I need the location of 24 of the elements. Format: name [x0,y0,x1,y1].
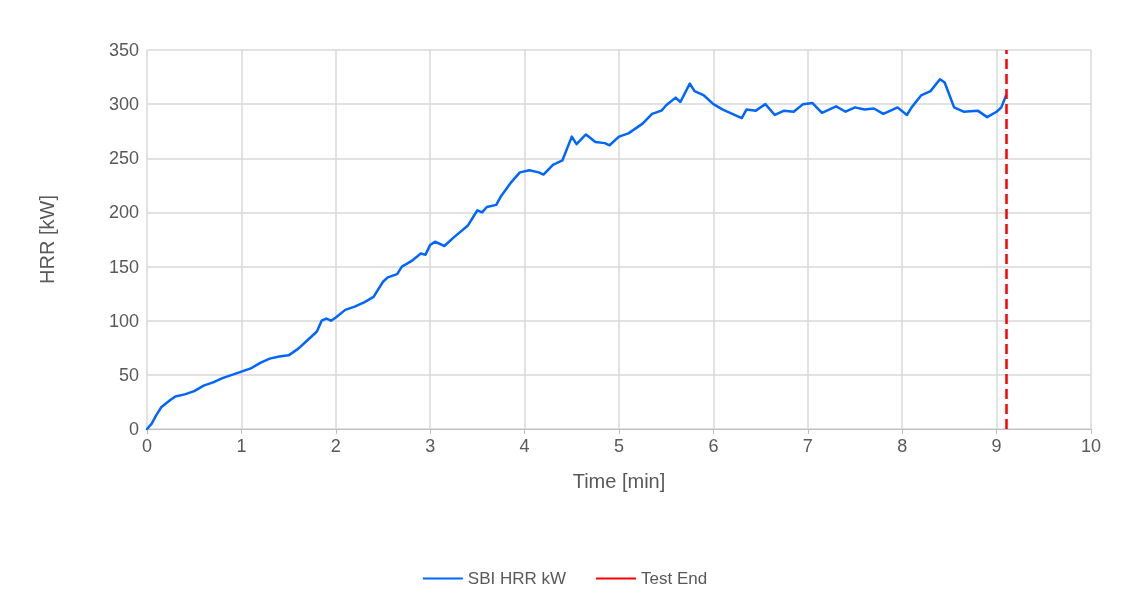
x-tick-label: 10 [1080,436,1102,456]
x-tick-label: 7 [802,436,813,456]
y-tick-label: 350 [108,40,139,60]
legend-label: Test End [641,569,708,588]
x-tick-label: 5 [613,436,625,456]
line-series [145,77,1008,431]
y-axis-title: HRR [kW] [36,195,58,284]
x-tick-label: 2 [330,436,341,456]
x-tick-label: 1 [236,436,247,456]
y-tick-label: 250 [108,148,139,169]
x-tick-label: 6 [708,436,719,456]
x-tick-label: 3 [425,436,436,456]
x-tick-label: 0 [141,436,153,456]
x-tick-label: 9 [991,436,1002,456]
legend-label: SBI HRR kW [467,569,567,588]
x-tick-label: 4 [519,436,530,456]
y-tick-label: 0 [128,419,139,439]
y-tick-label: 200 [108,202,139,223]
y-tick-label: 100 [108,310,139,331]
y-tick-label: 300 [108,94,139,115]
y-tick-label: 50 [118,364,139,385]
x-tick-label: 8 [897,436,908,456]
x-axis-title: Time [min] [572,470,666,492]
y-tick-label: 150 [108,256,139,277]
